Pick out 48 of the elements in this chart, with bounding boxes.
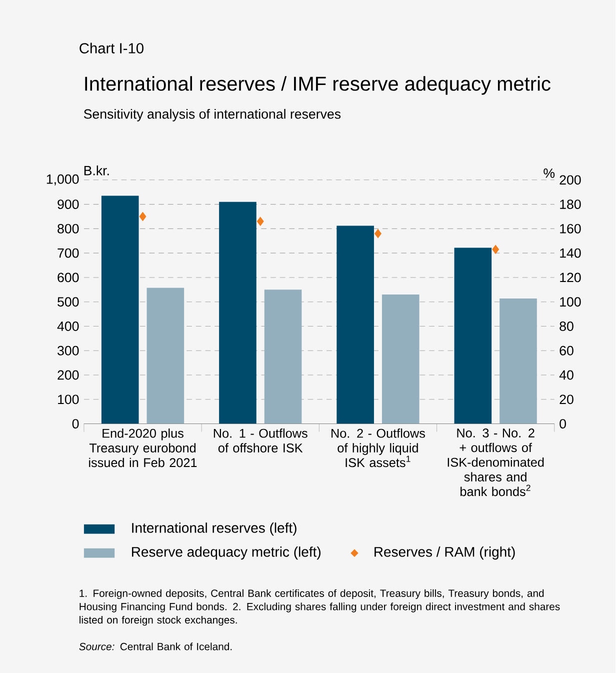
y-tick-label: 1,000 <box>47 174 79 186</box>
x-tick-label: No. 2 - Outflows of highly liquid ISK assets$^{1}$ <box>332 428 426 468</box>
y-tick-label: 700 <box>58 248 79 258</box>
legend-label: Reserves / RAM (right) <box>374 546 515 560</box>
bar <box>102 196 139 424</box>
y2-tick-label: 0 <box>560 419 566 429</box>
bar <box>219 202 257 424</box>
x-tick-label: No. 1 - Outflows of offshore ISK <box>214 428 308 452</box>
y2-tick-label: 140 <box>560 248 581 258</box>
point <box>492 244 500 254</box>
y2-tick-label: 100 <box>560 297 581 307</box>
y2-tick-label: 80 <box>560 322 574 331</box>
bar <box>264 290 302 424</box>
bar <box>382 294 420 424</box>
chart-title: International reserves / IMF reserve adequacy metric <box>85 76 551 95</box>
bar <box>500 298 538 424</box>
x-tick-label: End-2020 plus Treasury eurobond issued in Feb 2021 <box>89 428 197 468</box>
bar <box>336 226 374 424</box>
y-tick-label: 300 <box>58 346 79 356</box>
y-tick-label: 900 <box>58 200 79 210</box>
y-tick-label: 0 <box>72 419 79 429</box>
x-tick-label: No. 3 - No. 2 + outflows of ISK-denominated shares and bank bonds$^{2}$ <box>448 428 544 496</box>
legend-label: International reserves (left) <box>132 522 297 536</box>
y-tick-label: 400 <box>57 322 79 331</box>
y-tick-label: 100 <box>58 394 79 404</box>
y2-tick-label: 160 <box>560 224 581 234</box>
chart-subtitle: Sensitivity analysis of international reserves <box>84 108 341 122</box>
point <box>139 212 146 222</box>
y2-tick-label: 200 <box>560 175 581 185</box>
bar <box>146 288 184 424</box>
text: Chart I-10 <box>80 42 144 54</box>
y-tick-label: 200 <box>58 370 79 380</box>
text: Source: Central Bank of Iceland. <box>79 642 232 650</box>
y2-tick-label: 60 <box>560 346 574 356</box>
point <box>374 229 382 238</box>
y-tick-label: 500 <box>58 297 79 307</box>
point <box>257 216 264 226</box>
legend-label: Reserve adequacy metric (left) <box>132 546 321 560</box>
bar <box>454 248 492 424</box>
y2-tick-label: 120 <box>560 272 581 282</box>
y2-axis-title: % <box>544 168 555 178</box>
y2-tick-label: 180 <box>560 200 581 210</box>
y-tick-label: 800 <box>58 224 79 234</box>
y-axis-title: B.kr. <box>84 166 109 176</box>
y2-tick-label: 20 <box>560 394 574 404</box>
y2-tick-label: 40 <box>560 370 574 380</box>
y-tick-label: 600 <box>58 272 79 282</box>
text: 1. Foreign-owned deposits, Central Bank certificates of deposit, Treasury bills, Treasury bonds, and Housing Financing Fund bonds. 2. Excluding shares falling under foreign direct investment and shares listed on foreign stock exchanges. <box>80 589 560 626</box>
